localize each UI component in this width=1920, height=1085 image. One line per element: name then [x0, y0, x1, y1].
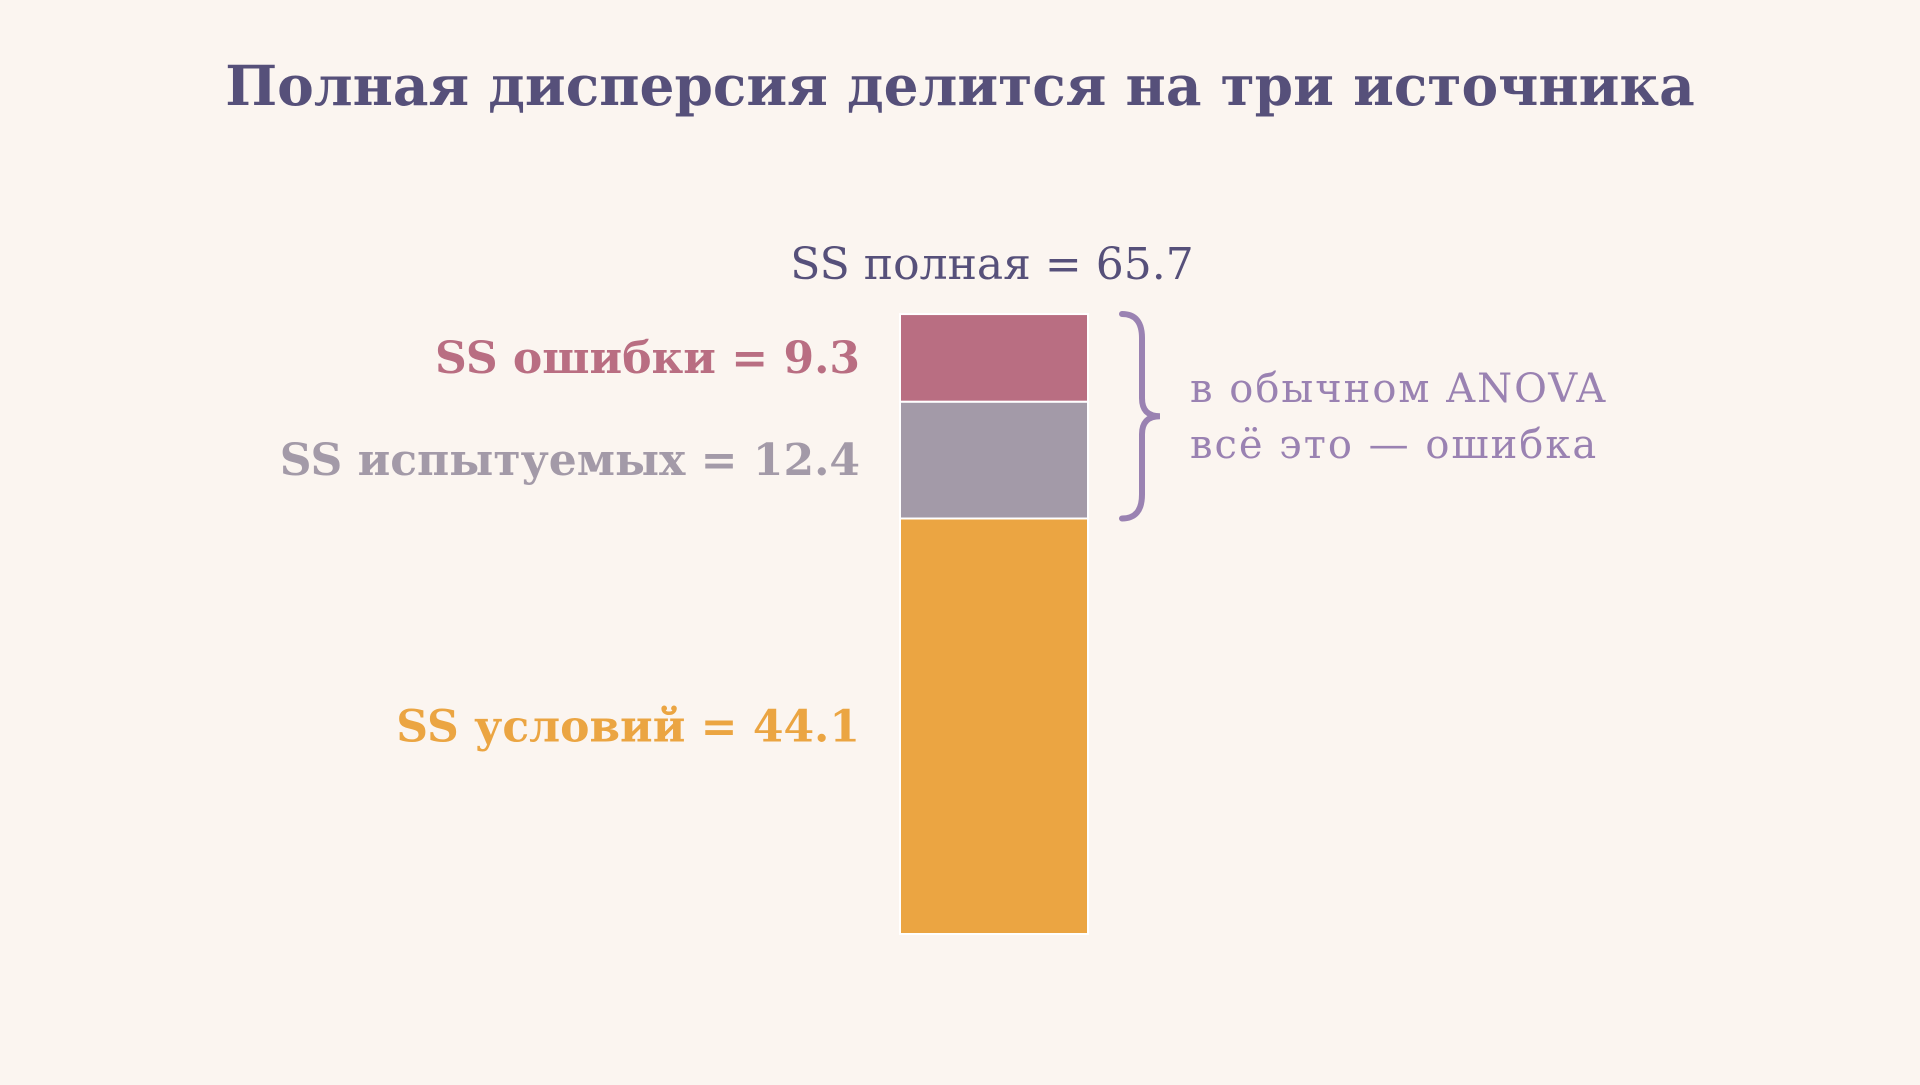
bar-group	[899, 313, 1089, 935]
curly-bracket	[1119, 311, 1161, 522]
bar-segment-3	[899, 313, 1089, 403]
bracket-note-line-2: всё это — ошибка	[1190, 422, 1598, 468]
bar-segment-2	[899, 400, 1089, 520]
bar-segment-1	[899, 517, 1089, 935]
chart-title: Полная дисперсия делится на три источник…	[225, 53, 1695, 118]
segment-label-3: SS ошибки = 9.3	[435, 333, 860, 384]
segment-label-group: SS условий = 44.1 SS испытуемых = 12.4 SS …	[280, 333, 860, 752]
segment-label-1: SS условий = 44.1	[396, 701, 860, 752]
segment-label-2: SS испытуемых = 12.4	[280, 435, 860, 486]
total-label: SS полная = 65.7	[790, 239, 1193, 290]
bracket-note-line-1: в обычном ANOVA	[1190, 366, 1607, 412]
